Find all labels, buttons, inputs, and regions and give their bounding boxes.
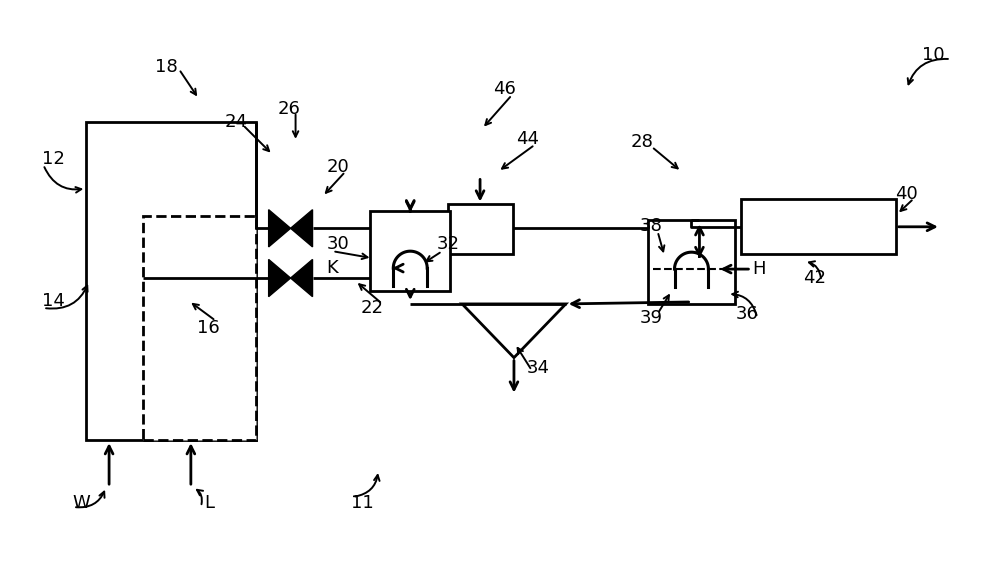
Text: 20: 20 — [327, 158, 350, 176]
Polygon shape — [462, 304, 566, 358]
Polygon shape — [269, 259, 291, 297]
Text: 44: 44 — [516, 130, 539, 147]
Text: 34: 34 — [526, 359, 549, 377]
Text: 22: 22 — [361, 299, 384, 317]
Text: K: K — [327, 259, 338, 277]
Text: 24: 24 — [224, 113, 247, 131]
Text: 46: 46 — [494, 80, 516, 98]
Bar — [741, 199, 896, 254]
Text: H: H — [753, 260, 766, 278]
Text: 40: 40 — [895, 185, 918, 203]
Bar — [143, 217, 256, 440]
Bar — [648, 221, 735, 304]
Bar — [86, 122, 256, 440]
Text: 26: 26 — [277, 100, 300, 118]
Text: 36: 36 — [736, 305, 759, 323]
Text: W: W — [72, 494, 90, 512]
Polygon shape — [269, 210, 291, 247]
Text: 30: 30 — [327, 235, 350, 253]
Text: 18: 18 — [155, 58, 177, 76]
Text: 16: 16 — [197, 319, 220, 337]
Text: 28: 28 — [630, 132, 653, 151]
Polygon shape — [291, 210, 313, 247]
Polygon shape — [291, 259, 313, 297]
Bar — [370, 211, 450, 291]
Text: 32: 32 — [437, 235, 460, 253]
Text: 11: 11 — [351, 494, 374, 512]
Text: 10: 10 — [922, 46, 945, 64]
Bar — [448, 204, 513, 254]
Text: L: L — [204, 494, 214, 512]
Text: 14: 14 — [42, 292, 65, 310]
Text: 12: 12 — [42, 150, 65, 168]
Text: 42: 42 — [803, 269, 826, 287]
Text: 39: 39 — [640, 309, 663, 327]
Text: 38: 38 — [640, 217, 663, 236]
